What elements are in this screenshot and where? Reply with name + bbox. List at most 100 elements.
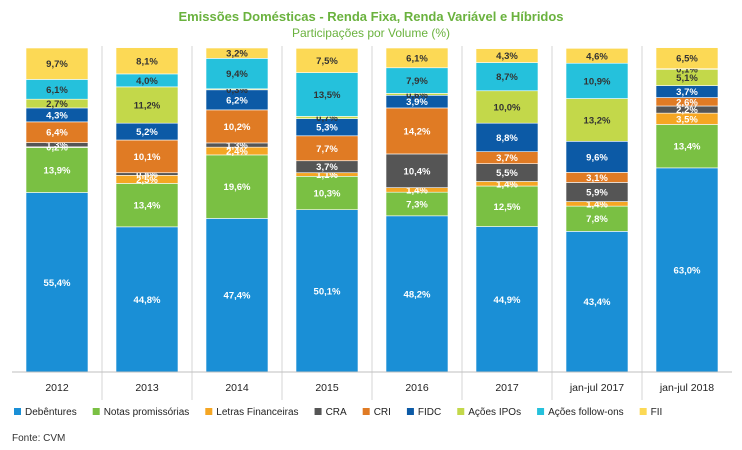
data-label: 4,0% (136, 76, 158, 87)
data-label: 4,6% (586, 51, 608, 62)
bar-segment (385, 215, 449, 373)
data-label: 13,4% (674, 142, 701, 153)
data-label: 12,5% (494, 202, 521, 213)
bar-segment (655, 47, 719, 70)
data-label: 6,5% (676, 54, 698, 65)
bar-segment (655, 124, 719, 169)
bar-segment (565, 141, 629, 173)
legend-entry: Debêntures (25, 407, 77, 418)
bar-segment (565, 98, 629, 142)
category-label: 2015 (315, 382, 339, 394)
data-label: 48,2% (404, 289, 431, 300)
data-label: 19,6% (224, 182, 251, 193)
data-label: 10,9% (584, 76, 611, 87)
data-label: 7,7% (316, 144, 338, 155)
data-label: 10,4% (404, 166, 431, 177)
chart-subtitle: Participações por Volume (%) (292, 26, 450, 40)
bar-segment (475, 90, 539, 124)
bar-segment (475, 122, 539, 152)
category-label: 2016 (405, 382, 429, 394)
bar-segment (295, 209, 359, 373)
category-label: jan-jul 2017 (569, 382, 624, 394)
data-label: 1,3% (46, 140, 68, 151)
data-label: 10,1% (134, 152, 161, 163)
category-label: jan-jul 2018 (659, 382, 714, 394)
data-label: 3,7% (676, 87, 698, 98)
data-label: 13,9% (44, 165, 71, 176)
data-label: 63,0% (674, 265, 701, 276)
data-label: 7,5% (316, 56, 338, 67)
data-label: 0,8% (136, 170, 158, 181)
data-label: 2,4% (226, 147, 248, 158)
data-label: 1,4% (496, 179, 518, 190)
bar-segment (205, 58, 269, 90)
data-label: 1,1% (316, 170, 338, 181)
bar-segment (205, 109, 269, 144)
data-label: 13,2% (584, 115, 611, 126)
data-label: 3,9% (406, 97, 428, 108)
legend-swatch (14, 408, 21, 415)
bar-segment (565, 205, 629, 232)
legend-swatch (537, 408, 545, 415)
data-label: 9,7% (46, 59, 68, 70)
bar-segment (25, 147, 89, 193)
bar-segment (385, 67, 449, 94)
legend-entry: CRI (374, 407, 391, 418)
data-label: 7,3% (406, 200, 428, 211)
data-label: 47,4% (224, 291, 251, 302)
legend-entry: CRA (326, 407, 347, 418)
bar-segment (475, 185, 539, 227)
bar-segment (115, 86, 179, 124)
category-label: 2014 (225, 382, 249, 394)
data-label: 0,6% (406, 90, 428, 101)
category-label: 2012 (45, 382, 69, 394)
data-label: 2,5% (136, 175, 158, 186)
data-label: 3,1% (586, 173, 608, 184)
data-label: 44,8% (134, 295, 161, 306)
bar-segment (565, 62, 629, 99)
data-label: 50,1% (314, 286, 341, 297)
data-label: 4,3% (496, 51, 518, 62)
data-label: 6,2% (226, 95, 248, 106)
data-label: 9,6% (586, 152, 608, 163)
bar-segment (475, 62, 539, 92)
data-label: 9,4% (226, 69, 248, 80)
data-label: 44,9% (494, 295, 521, 306)
bar-segment (385, 47, 449, 69)
legend-swatch (362, 408, 370, 415)
legend-swatch (639, 408, 647, 415)
bar-segment (115, 183, 179, 228)
data-label: 3,7% (316, 162, 338, 173)
data-label: 1,4% (586, 199, 608, 210)
legend-swatch (314, 408, 322, 415)
bar-segment (655, 167, 719, 373)
data-label: 2,6% (676, 97, 698, 108)
data-label: 10,0% (494, 102, 521, 113)
data-label: 7,8% (586, 214, 608, 225)
data-label: 2,7% (46, 99, 68, 110)
data-label: 8,8% (496, 133, 518, 144)
legend-swatch (205, 408, 213, 415)
data-label: 1,3% (226, 141, 248, 152)
bar-segment (295, 72, 359, 117)
chart-title: Emissões Domésticas - Renda Fixa, Renda … (178, 9, 563, 24)
data-label: 43,4% (584, 297, 611, 308)
legend: Debêntures Notas promissórias Letras Finan… (14, 407, 662, 418)
bar-segment (475, 48, 539, 63)
legend-entry: Letras Financeiras (216, 407, 298, 418)
legend-entry: Ações follow-ons (548, 407, 624, 418)
data-label: 10,3% (314, 188, 341, 199)
data-label: 13,5% (314, 90, 341, 101)
data-label: 5,3% (316, 123, 338, 134)
plot-area: 55,4%13,9%0,2%1,3%6,4%4,3%2,7%6,1%9,7%44… (12, 46, 732, 400)
data-label: 8,7% (496, 72, 518, 83)
data-label: 3,5% (676, 114, 698, 125)
bar-segment (295, 176, 359, 210)
bar-segment (115, 47, 179, 75)
data-label: 6,1% (406, 53, 428, 64)
bar-segment (475, 226, 539, 373)
data-label: 5,2% (136, 127, 158, 138)
data-label: 2,2% (676, 105, 698, 116)
bar-segment (205, 47, 269, 59)
